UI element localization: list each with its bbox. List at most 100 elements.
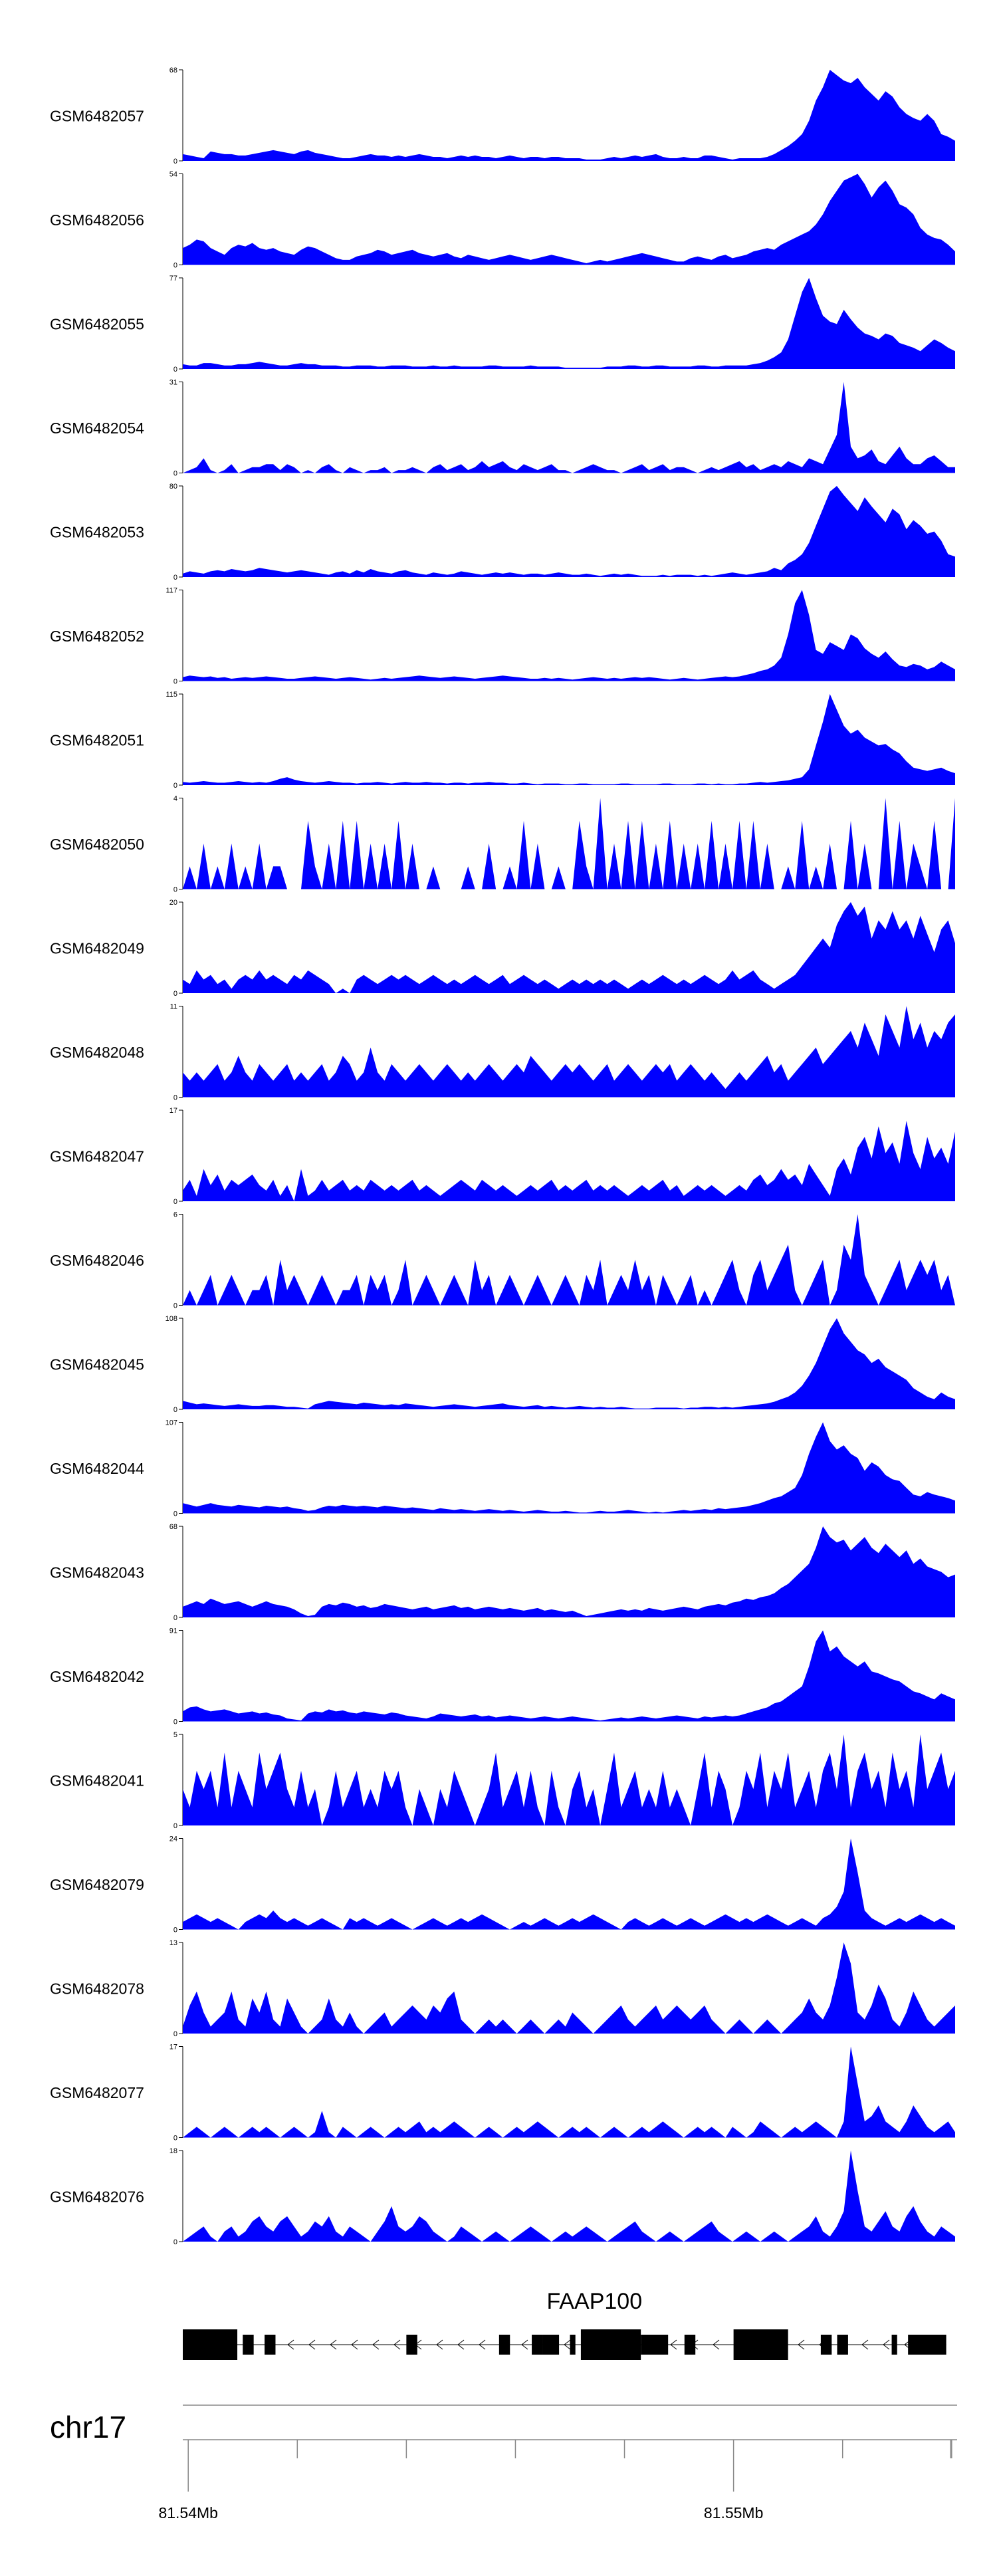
exon-3 [406,2335,417,2355]
y-tick-label-min-GSM6482078: 0 [173,2030,177,2038]
y-tick-label-max-GSM6482077: 17 [169,2044,177,2051]
signal-area-GSM6482078 [183,1942,955,2034]
track-label-GSM6482053: GSM6482053 [50,524,144,541]
exon-12 [820,2335,832,2355]
exon-15 [908,2335,946,2355]
signal-area-GSM6482046 [183,1214,955,1306]
y-tick-label-min-GSM6482048: 0 [173,1094,177,1102]
strand-arrow [287,2339,294,2350]
signal-area-GSM6482049 [183,902,955,993]
strand-arrow [436,2339,443,2350]
y-tick-label-max-GSM6482049: 20 [169,899,177,907]
track-label-GSM6482052: GSM6482052 [50,628,144,645]
y-tick-label-min-GSM6482051: 0 [173,782,177,790]
y-tick-label-max-GSM6482041: 5 [173,1731,177,1739]
y-tick-label-max-GSM6482076: 18 [169,2147,177,2155]
track-label-GSM6482050: GSM6482050 [50,836,144,853]
y-tick-label-max-GSM6482054: 31 [169,379,177,387]
signal-area-GSM6482052 [183,590,955,681]
y-tick-label-max-GSM6482045: 108 [166,1315,177,1323]
y-tick-label-min-GSM6482056: 0 [173,262,177,270]
signal-area-GSM6482057 [183,70,955,161]
y-tick-label-max-GSM6482050: 4 [173,795,177,803]
track-label-GSM6482055: GSM6482055 [50,316,144,333]
y-tick-label-max-GSM6482079: 24 [169,1835,177,1843]
y-tick-label-max-GSM6482048: 11 [170,1003,177,1011]
track-label-GSM6482044: GSM6482044 [50,1460,144,1477]
strand-arrow [713,2339,720,2350]
signal-area-GSM6482048 [183,1006,955,1098]
signal-area-GSM6482042 [183,1630,955,1722]
strand-arrow [521,2339,528,2350]
track-label-GSM6482046: GSM6482046 [50,1252,144,1269]
strand-arrow [393,2339,401,2350]
exon-7 [570,2335,576,2355]
strand-arrow [351,2339,358,2350]
signal-area-GSM6482077 [183,2046,955,2138]
strand-arrow [798,2339,805,2350]
exon-14 [891,2335,897,2355]
track-label-GSM6482048: GSM6482048 [50,1044,144,1061]
y-tick-label-min-GSM6482046: 0 [173,1302,177,1310]
y-tick-label-min-GSM6482079: 0 [173,1927,177,1934]
y-tick-label-min-GSM6482052: 0 [173,678,177,686]
exon-1 [243,2335,254,2355]
y-tick-label-max-GSM6482047: 17 [169,1107,177,1115]
exon-6 [542,2335,560,2355]
y-tick-label-min-GSM6482043: 0 [173,1614,177,1622]
y-tick-label-min-GSM6482053: 0 [173,574,177,582]
track-label-GSM6482042: GSM6482042 [50,1668,144,1685]
signal-area-GSM6482047 [183,1121,955,1201]
y-tick-label-min-GSM6482055: 0 [173,366,177,374]
y-tick-label-max-GSM6482053: 80 [169,483,177,491]
track-label-GSM6482077: GSM6482077 [50,2084,144,2101]
x-tick-label-1: 81.55Mb [704,2504,764,2521]
track-label-GSM6482051: GSM6482051 [50,732,144,749]
exon-2 [265,2335,276,2355]
y-tick-label-min-GSM6482077: 0 [173,2135,177,2143]
y-tick-label-max-GSM6482044: 107 [166,1419,177,1427]
strand-arrow [308,2339,316,2350]
y-tick-label-min-GSM6482047: 0 [173,1198,177,1206]
track-label-GSM6482043: GSM6482043 [50,1564,144,1581]
strand-arrow [457,2339,465,2350]
y-tick-label-min-GSM6482049: 0 [173,990,177,998]
y-tick-label-max-GSM6482051: 115 [166,691,177,699]
track-label-GSM6482079: GSM6482079 [50,1876,144,1893]
track-label-GSM6482054: GSM6482054 [50,419,144,437]
signal-area-GSM6482056 [183,174,955,265]
exon-8 [580,2329,641,2360]
y-tick-label-min-GSM6482054: 0 [173,470,177,478]
y-tick-label-min-GSM6482045: 0 [173,1406,177,1414]
strand-arrow [670,2339,677,2350]
y-tick-label-min-GSM6482050: 0 [173,886,177,894]
y-tick-label-max-GSM6482078: 13 [169,1939,177,1947]
gene-name-label: FAAP100 [546,2289,642,2314]
exon-13 [837,2335,848,2355]
y-tick-label-min-GSM6482076: 0 [173,2238,177,2246]
y-tick-label-min-GSM6482057: 0 [173,158,177,166]
signal-area-GSM6482051 [183,694,955,785]
strand-arrow [330,2339,337,2350]
strand-arrow [883,2339,890,2350]
y-tick-label-max-GSM6482043: 68 [169,1523,177,1531]
signal-area-GSM6482079 [183,1838,955,1930]
y-tick-label-max-GSM6482042: 91 [169,1627,177,1635]
track-label-GSM6482049: GSM6482049 [50,940,144,957]
signal-area-GSM6482045 [183,1318,955,1409]
y-tick-label-min-GSM6482042: 0 [173,1718,177,1726]
y-tick-label-max-GSM6482057: 68 [169,66,177,74]
signal-area-GSM6482055 [183,278,955,369]
track-label-GSM6482057: GSM6482057 [50,108,144,125]
signal-area-GSM6482041 [183,1734,955,1825]
strand-arrow [372,2339,380,2350]
track-label-GSM6482076: GSM6482076 [50,2188,144,2206]
y-tick-label-max-GSM6482046: 6 [173,1211,177,1219]
signal-area-GSM6482053 [183,486,955,577]
track-label-GSM6482047: GSM6482047 [50,1148,144,1165]
y-tick-label-max-GSM6482055: 77 [169,275,177,283]
strand-arrow [479,2339,486,2350]
track-label-GSM6482078: GSM6482078 [50,1980,144,1998]
